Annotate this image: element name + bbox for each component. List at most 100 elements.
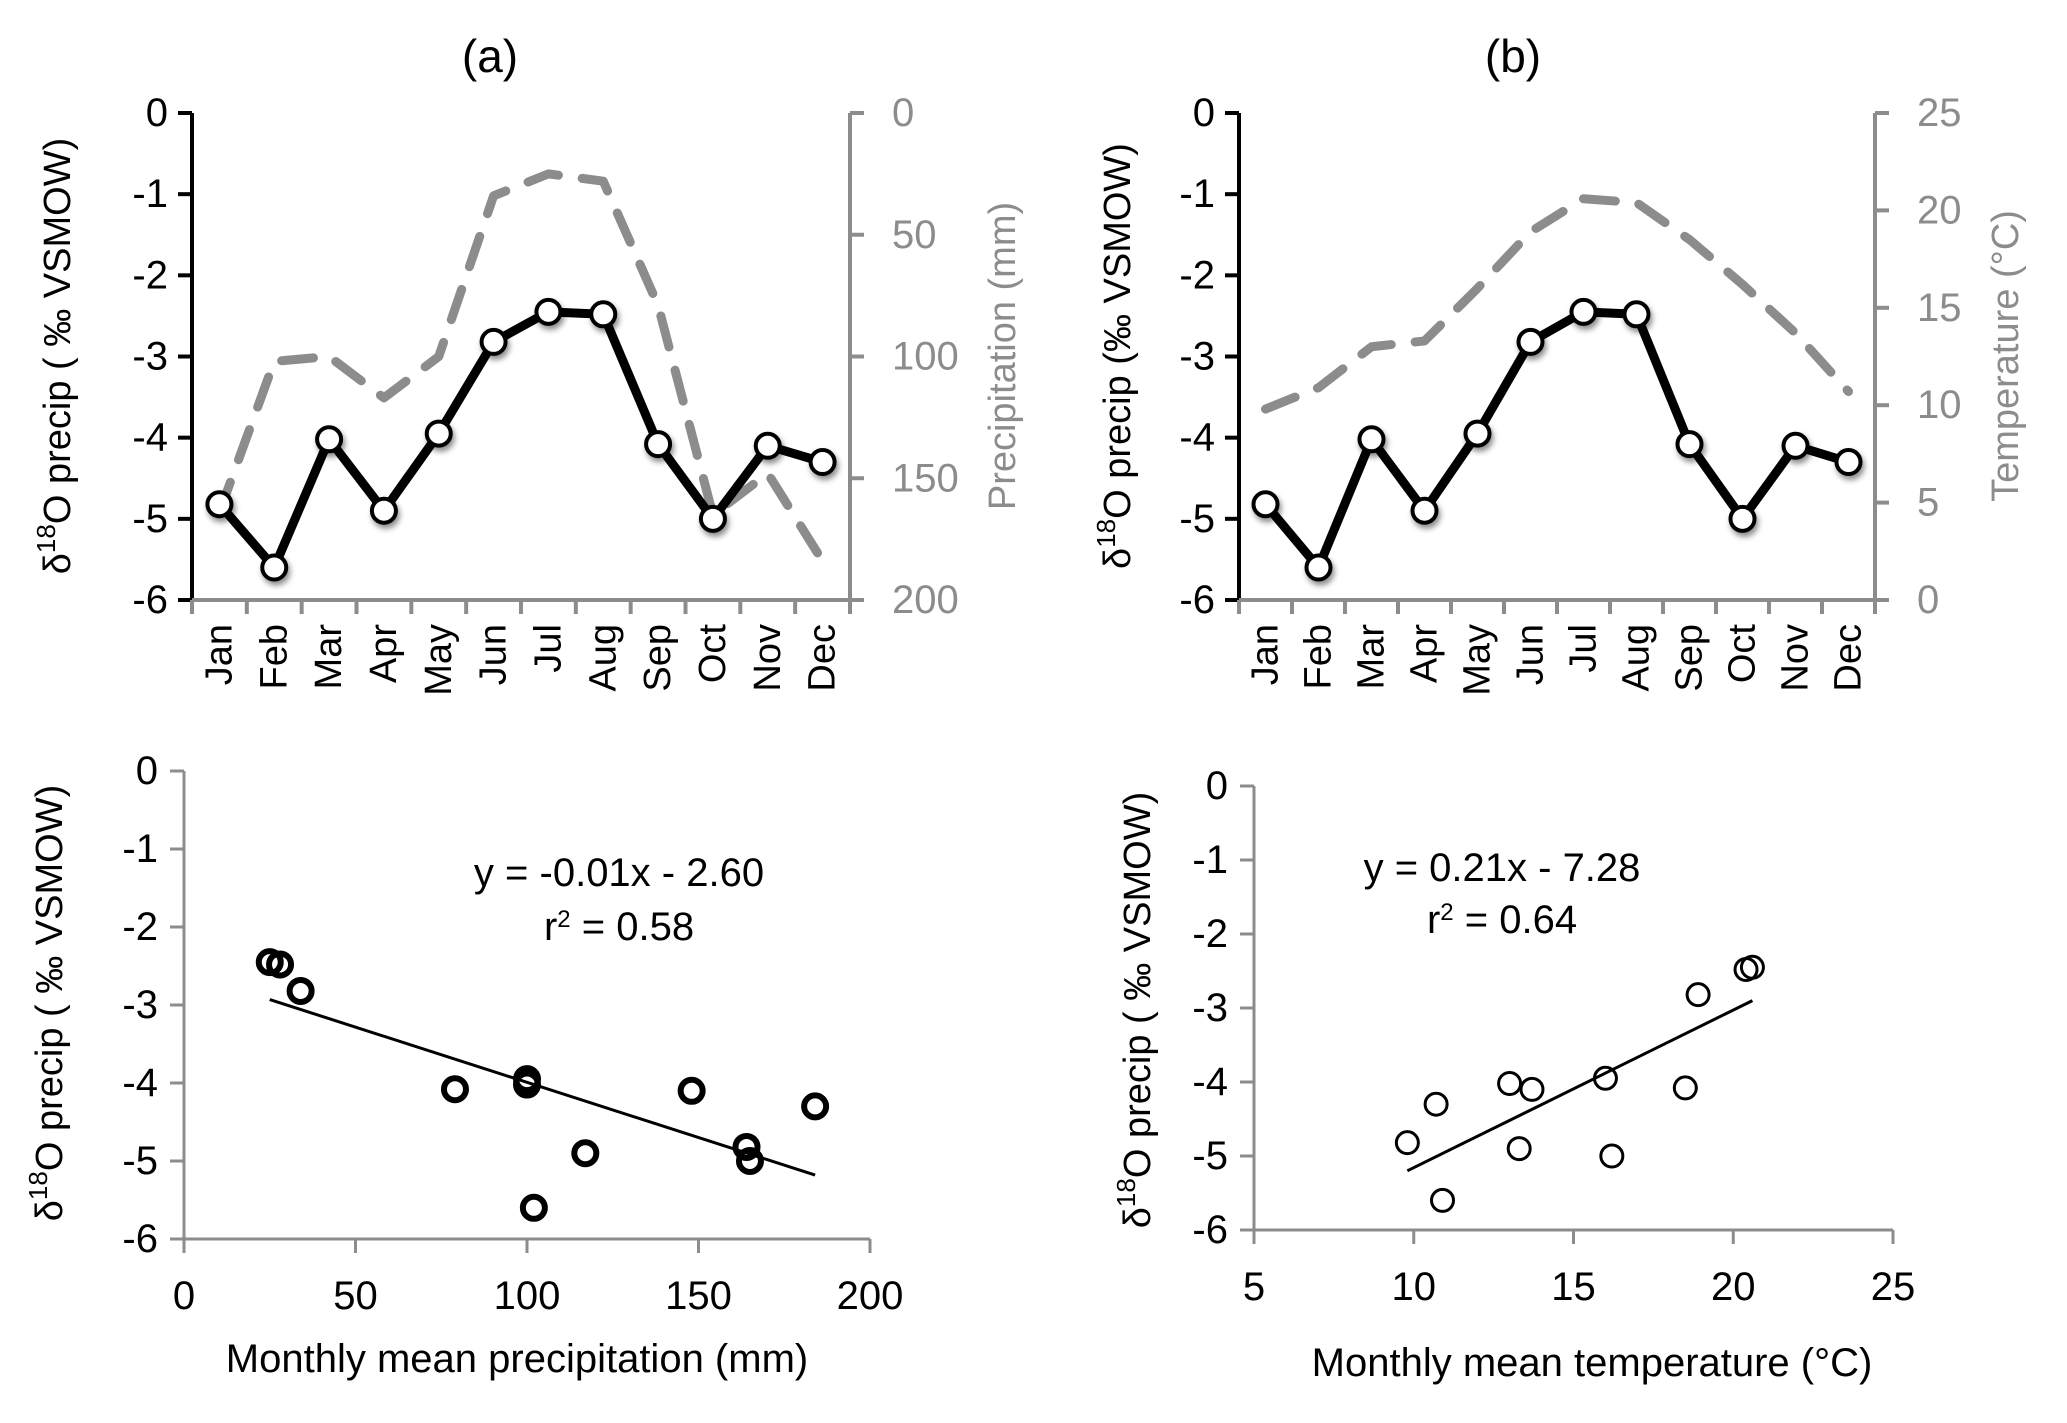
x-tick-label-dec: Dec [1828, 624, 1870, 692]
scatter-point [677, 1076, 706, 1105]
y-label-rest: O precip ( ‰ VSMOW) [37, 138, 79, 524]
r-label: r [1427, 898, 1440, 942]
y-tick-label: -5 [1192, 1134, 1228, 1178]
series-temperature-line [1261, 194, 1853, 414]
y-tick-label: 0 [1193, 91, 1215, 135]
r2-superscript: 2 [557, 906, 570, 933]
y-tick-label: -1 [122, 827, 158, 871]
panel-a-title: (a) [462, 30, 518, 82]
x-tick-label-oct: Oct [692, 624, 734, 684]
y-tick-label: -1 [132, 172, 168, 216]
y-tick-label: -6 [1192, 1208, 1228, 1252]
scatter-point [286, 976, 315, 1005]
y2-tick-label: 200 [892, 578, 959, 622]
x-tick-label-sep: Sep [1669, 624, 1711, 692]
d18o-marker-oct [1728, 504, 1757, 533]
x-tick-label-may: May [1457, 624, 1499, 696]
series-d18o-line [1262, 307, 1850, 573]
x-tick-label-aug: Aug [1616, 624, 1658, 692]
panel-b-trend-equation: y = 0.21x - 7.28 [1364, 846, 1641, 890]
y-tick-label: -5 [1179, 497, 1215, 541]
panel-a-trend-equation: y = -0.01x - 2.60 [474, 851, 764, 895]
y-tick-label: -1 [1192, 838, 1228, 882]
y-tick-label: -4 [132, 416, 168, 460]
panel-b-monthly-chart: (b) 0 -1 -2 -3 -4 -5 -6 25 20 15 10 5 0 Jan Feb Mar Apr M… [1091, 30, 2027, 696]
scatter-point [1519, 1076, 1545, 1102]
y-tick-label: 0 [1206, 764, 1228, 808]
y2-tick-label: 100 [892, 335, 959, 379]
x-tick-label-nov: Nov [747, 624, 789, 692]
d18o-marker-dec [808, 448, 837, 477]
r-label: r [544, 905, 557, 949]
delta-symbol: δ [37, 553, 79, 574]
d18o-marker-sep [1675, 430, 1704, 459]
x-tick-label-apr: Apr [1404, 624, 1446, 683]
y-tick-label: -6 [132, 578, 168, 622]
scatter-point [571, 1139, 600, 1168]
d18o-marker-mar [315, 425, 344, 454]
x-tick-label: 200 [837, 1274, 904, 1318]
y-tick-label: -3 [132, 335, 168, 379]
panel-b-scatter-chart: 0 -1 -2 -3 -4 -5 -6 5 10 15 20 25 δ18O precip ( ‰ V… [1111, 764, 1915, 1385]
panel-a-scatter-x-axis-label: Monthly mean precipitation (mm) [226, 1337, 808, 1381]
x-tick-label-mar: Mar [308, 624, 350, 690]
isotope-superscript: 18 [1111, 1178, 1141, 1207]
series-precipitation-line [214, 169, 828, 566]
x-tick-label: 5 [1243, 1265, 1265, 1309]
d18o-marker-sep [644, 430, 673, 459]
x-tick-label-mar: Mar [1351, 624, 1393, 690]
panel-b-title: (b) [1485, 30, 1541, 82]
trendline [269, 998, 816, 1177]
x-tick-label: 25 [1871, 1265, 1916, 1309]
d18o-marker-mar [1357, 425, 1386, 454]
y-label-rest: O precip ( ‰ VSMOW) [29, 785, 71, 1171]
d18o-marker-apr [1410, 496, 1439, 525]
x-tick-label-jan: Jan [198, 624, 240, 685]
panel-b-scatter-marks: 0 -1 -2 -3 -4 -5 -6 5 10 15 20 25 [1192, 764, 1915, 1309]
scatter-point [440, 1075, 469, 1104]
panel-a-y2-axis-label: Precipitation (mm) [982, 202, 1024, 510]
series-d18o-line [216, 307, 824, 573]
y2-tick-label: 5 [1917, 481, 1939, 525]
y2-tick-label: 10 [1917, 383, 1962, 427]
d18o-marker-aug [1622, 300, 1651, 329]
d18o-marker-feb [1304, 553, 1333, 582]
scatter-point [735, 1147, 764, 1175]
y-tick-label: -2 [132, 253, 168, 297]
y-tick-label: -4 [1192, 1060, 1228, 1104]
d18o-marker-jun [479, 327, 508, 356]
y-tick-label: -4 [1179, 416, 1215, 460]
scatter-point [266, 950, 295, 979]
panel-b-y-axis-label: δ18O precip (‰ VSMOW) [1091, 143, 1139, 569]
y-tick-label: -3 [1179, 335, 1215, 379]
y-tick-label: -2 [1192, 912, 1228, 956]
y2-tick-label: 20 [1917, 188, 1962, 232]
y-tick-label: 0 [136, 749, 158, 793]
x-tick-label-feb: Feb [253, 624, 295, 689]
y-tick-label: -5 [132, 497, 168, 541]
d18o-marker-jan [1251, 490, 1280, 519]
d18o-marker-jun [1516, 327, 1545, 356]
isotope-superscript: 18 [31, 524, 61, 553]
d18o-marker-nov [1781, 431, 1810, 460]
scatter-point [1430, 1187, 1456, 1213]
y-tick-label: -6 [1179, 578, 1215, 622]
isotope-superscript: 18 [1091, 519, 1121, 548]
x-tick-label: 150 [665, 1274, 732, 1318]
y-tick-label: -2 [122, 905, 158, 949]
panel-b-r-squared: r2 = 0.64 [1427, 898, 1577, 942]
x-tick-label-may: May [418, 624, 460, 696]
x-tick-label: 50 [333, 1274, 378, 1318]
scatter-point [1733, 957, 1759, 983]
y2-tick-label: 25 [1917, 91, 1962, 135]
x-tick-label-sep: Sep [637, 624, 679, 692]
x-tick-label-jun: Jun [473, 624, 515, 685]
panel-b-scatter-x-axis-label: Monthly mean temperature (°C) [1312, 1341, 1873, 1385]
panel-b-y2-axis-label: Temperature (°C) [1985, 210, 2027, 502]
r2-value: = 0.58 [571, 905, 694, 949]
scatter-point [1497, 1070, 1523, 1096]
scatter-point [801, 1092, 830, 1121]
d18o-marker-jan [205, 490, 234, 519]
y-tick-label: -3 [1192, 986, 1228, 1030]
d18o-marker-jul [534, 297, 563, 326]
